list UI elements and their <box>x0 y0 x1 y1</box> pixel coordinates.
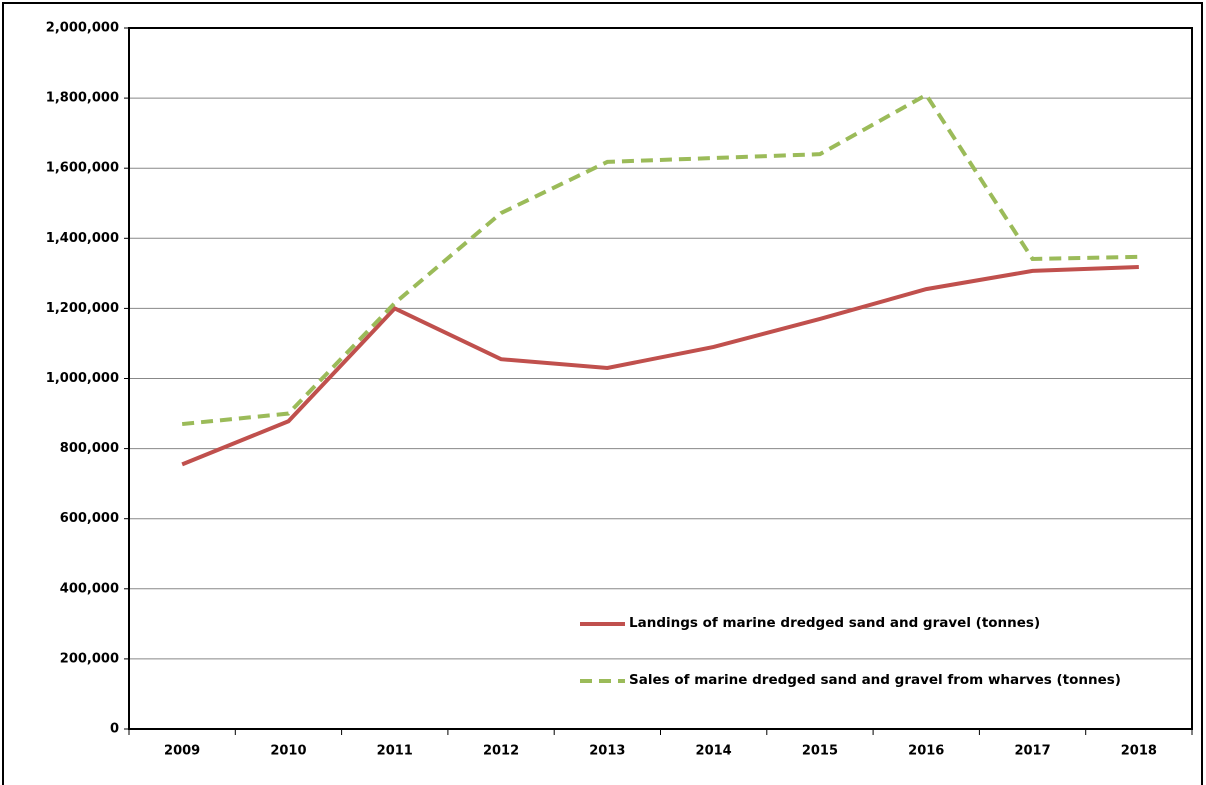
x-tick-label: 2011 <box>377 744 413 759</box>
series-line <box>181 92 1139 427</box>
x-tick-label: 2009 <box>164 744 200 759</box>
y-tick-label: 200,000 <box>60 651 119 666</box>
y-tick-label: 1,600,000 <box>46 161 119 176</box>
legend-label: Sales of marine dredged sand and gravel … <box>629 672 1121 688</box>
x-tick-label: 2016 <box>908 744 944 759</box>
y-tick-label: 1,000,000 <box>46 371 119 386</box>
y-tick-label: 600,000 <box>60 511 119 526</box>
x-tick-label: 2014 <box>696 744 732 759</box>
y-tick-label: 400,000 <box>60 581 119 596</box>
x-tick-label: 2017 <box>1014 744 1050 759</box>
plot-frame <box>128 27 1193 730</box>
y-tick-label: 1,800,000 <box>46 91 119 106</box>
x-tick-label: 2015 <box>802 744 838 759</box>
y-tick-label: 1,200,000 <box>46 301 119 316</box>
y-tick-label: 800,000 <box>60 441 119 456</box>
legend-label: Landings of marine dredged sand and grav… <box>629 615 1041 631</box>
y-tick-label: 2,000,000 <box>46 21 119 36</box>
y-tick-label: 1,400,000 <box>46 231 119 246</box>
x-tick-label: 2012 <box>483 744 519 759</box>
series-line <box>181 265 1139 467</box>
x-tick-label: 2018 <box>1121 744 1157 759</box>
x-tick-label: 2010 <box>270 744 306 759</box>
y-tick-label: 0 <box>110 722 119 737</box>
x-tick-label: 2013 <box>589 744 625 759</box>
